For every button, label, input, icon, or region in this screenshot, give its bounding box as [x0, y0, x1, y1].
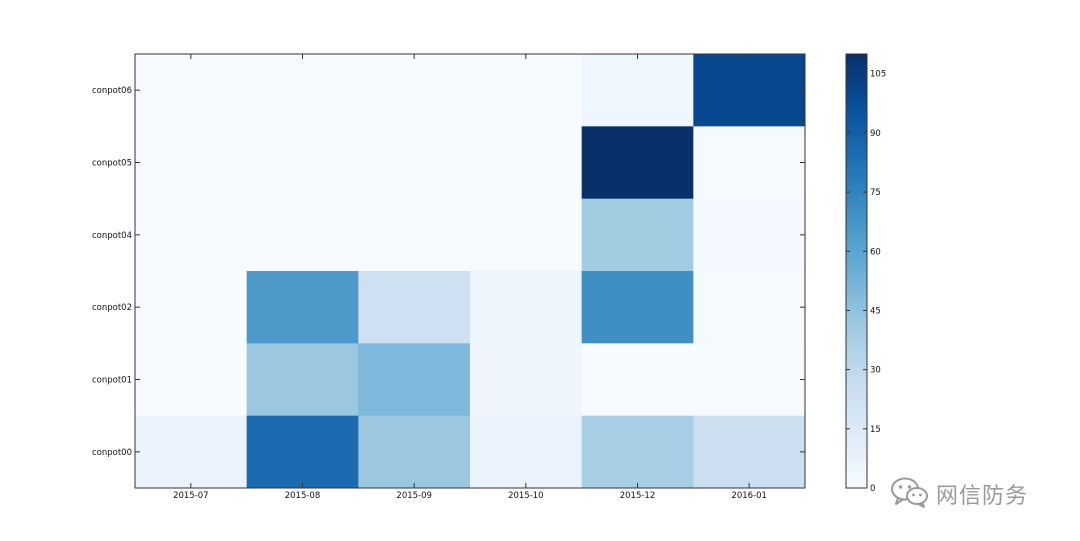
colorbar-tick-label: 30 — [870, 366, 881, 376]
heatmap-cell-conpot00-2016-01 — [693, 415, 806, 489]
heatmap-cell-conpot05-2016-01 — [693, 126, 806, 200]
y-tick-label: conpot00 — [92, 448, 132, 458]
heatmap-cell-conpot06-2015-08 — [246, 54, 359, 127]
colorbar-tick-label: 15 — [870, 425, 881, 435]
heatmap-cell-conpot02-2015-10 — [470, 271, 583, 344]
colorbar-ticks: 0 15 30 45 60 75 90 105 — [846, 70, 886, 494]
heatmap-cells — [135, 54, 806, 489]
y-tick-label: conpot01 — [92, 376, 132, 386]
x-tick-label: 2015-08 — [285, 491, 321, 501]
heatmap-cell-conpot06-2015-09 — [358, 54, 471, 127]
heatmap-cell-conpot04-2016-01 — [693, 198, 806, 272]
heatmap-cell-conpot02-2015-07 — [135, 271, 248, 344]
y-axis: conpot06 conpot05 conpot04 conpot02 conpot01… — [92, 86, 805, 458]
heatmap-cell-conpot00-2015-08 — [246, 415, 359, 489]
heatmap-cell-conpot01-2016-01 — [693, 343, 806, 417]
colorbar-tick-label: 45 — [870, 306, 881, 316]
heatmap-cell-conpot06-2015-10 — [470, 54, 583, 127]
heatmap-cell-conpot00-2015-09 — [358, 415, 471, 489]
wechat-icon — [890, 476, 930, 512]
heatmap-cell-conpot01-2015-09 — [358, 343, 471, 417]
heatmap-cell-conpot02-2016-01 — [693, 271, 806, 344]
x-tick-label: 2015-10 — [508, 491, 544, 501]
colorbar-tick-label: 90 — [870, 129, 881, 139]
heatmap-cell-conpot01-2015-10 — [470, 343, 583, 417]
heatmap-cell-conpot04-2015-07 — [135, 198, 248, 272]
heatmap-cell-conpot01-2015-12 — [581, 343, 694, 417]
colorbar-tick-label: 75 — [870, 188, 881, 198]
heatmap-cell-conpot05-2015-10 — [470, 126, 583, 200]
heatmap-cell-conpot06-2015-07 — [135, 54, 248, 127]
plot-frame — [134, 53, 806, 489]
heatmap-cell-conpot02-2015-09 — [358, 271, 471, 344]
heatmap-cell-conpot00-2015-10 — [470, 415, 583, 489]
colorbar — [845, 53, 868, 489]
heatmap-cell-conpot05-2015-07 — [135, 126, 248, 200]
x-tick-label: 2015-07 — [173, 491, 209, 501]
colorbar-tick-label: 105 — [870, 70, 886, 80]
y-tick-label: conpot05 — [92, 159, 132, 169]
heatmap-cell-conpot01-2015-07 — [135, 343, 248, 417]
heatmap-cell-conpot04-2015-08 — [246, 198, 359, 272]
colorbar-tick-label: 0 — [870, 484, 875, 494]
heatmap-cell-conpot05-2015-09 — [358, 126, 471, 200]
heatmap-cell-conpot00-2015-07 — [135, 415, 248, 489]
heatmap-cell-conpot06-2016-01 — [693, 54, 806, 127]
heatmap-cell-conpot05-2015-12 — [581, 126, 694, 200]
y-tick-label: conpot02 — [92, 303, 132, 313]
watermark-text: 网信防务 — [936, 484, 1029, 509]
heatmap-cell-conpot04-2015-12 — [581, 198, 694, 272]
x-tick-label: 2015-12 — [620, 491, 656, 501]
y-tick-label: conpot06 — [92, 86, 132, 96]
heatmap-cell-conpot06-2015-12 — [581, 54, 694, 127]
heatmap-cell-conpot00-2015-12 — [581, 415, 694, 489]
heatmap-cell-conpot02-2015-12 — [581, 271, 694, 344]
x-tick-label: 2015-09 — [396, 491, 432, 501]
heatmap-cell-conpot04-2015-10 — [470, 198, 583, 272]
y-tick-label: conpot04 — [92, 231, 132, 241]
heatmap-cell-conpot01-2015-08 — [246, 343, 359, 417]
heatmap-cell-conpot05-2015-08 — [246, 126, 359, 200]
watermark: 网信防务 — [890, 476, 1028, 512]
x-tick-label: 2016-01 — [731, 491, 767, 501]
colorbar-tick-label: 60 — [870, 247, 881, 257]
heatmap-cell-conpot02-2015-08 — [246, 271, 359, 344]
x-axis: 2015-07 2015-08 2015-09 2015-10 2015-12 2016-… — [173, 54, 767, 501]
heatmap-cell-conpot04-2015-09 — [358, 198, 471, 272]
